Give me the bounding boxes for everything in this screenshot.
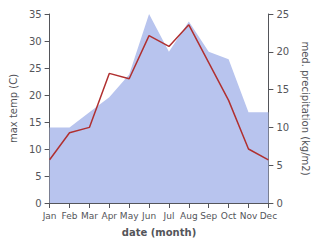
svg-text:max temp (C): max temp (C) [8,74,19,143]
svg-text:Apr: Apr [101,211,117,221]
svg-text:Oct: Oct [221,211,237,221]
svg-text:10: 10 [29,144,42,155]
svg-text:0: 0 [276,198,282,209]
svg-text:20: 20 [29,90,42,101]
svg-text:Aug: Aug [180,211,198,221]
svg-text:Sep: Sep [200,211,217,221]
svg-text:25: 25 [276,9,289,20]
svg-text:5: 5 [276,160,282,171]
svg-text:10: 10 [276,122,289,133]
svg-text:15: 15 [276,84,289,95]
svg-text:25: 25 [29,63,42,74]
svg-text:Nov: Nov [240,211,258,221]
svg-text:30: 30 [29,36,42,47]
svg-text:May: May [120,211,139,221]
svg-text:Mar: Mar [81,211,98,221]
svg-text:med. precipitation (kg/m2): med. precipitation (kg/m2) [300,41,311,175]
svg-text:5: 5 [35,171,41,182]
svg-text:Dec: Dec [260,211,277,221]
svg-text:35: 35 [29,9,42,20]
svg-text:Jul: Jul [163,211,175,221]
svg-text:0: 0 [35,198,41,209]
svg-text:Feb: Feb [62,211,78,221]
svg-text:20: 20 [276,46,289,57]
svg-text:15: 15 [29,117,42,128]
svg-text:date (month): date (month) [122,227,196,238]
svg-text:Jan: Jan [42,211,57,221]
svg-text:Jun: Jun [141,211,156,221]
